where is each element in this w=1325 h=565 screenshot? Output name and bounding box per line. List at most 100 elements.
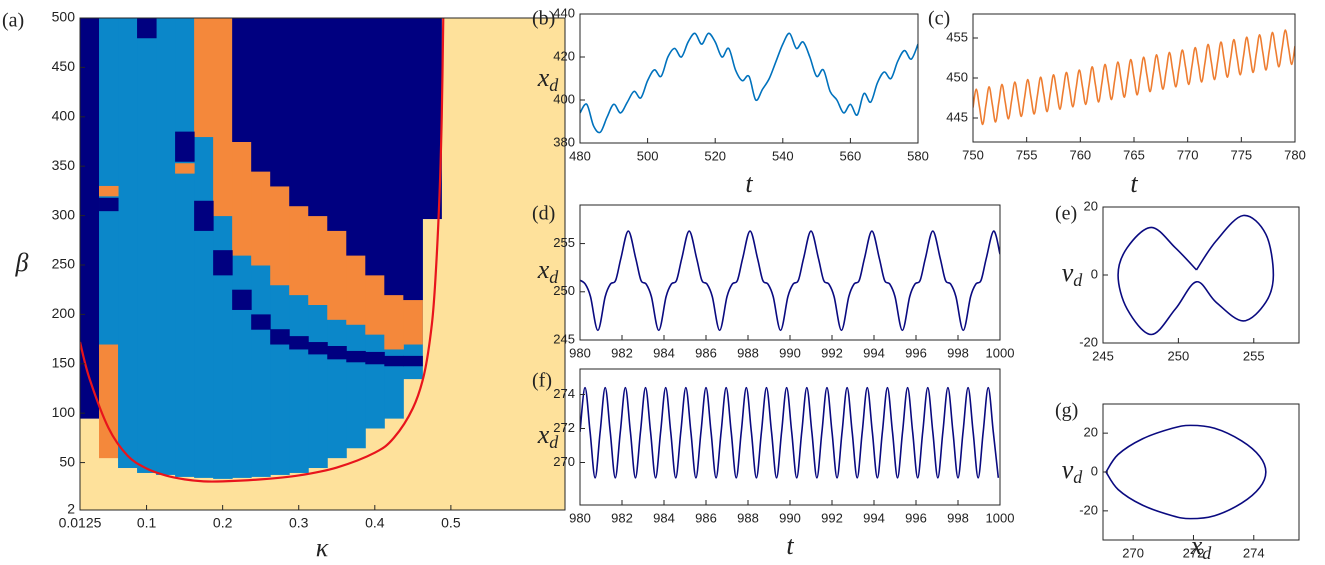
label-subscript: d [549, 432, 559, 452]
x-axis-label: κ [316, 533, 329, 562]
y-axis-label: vd [1062, 258, 1084, 290]
axes-box [579, 13, 919, 144]
x-tick-label: 0.2 [213, 515, 233, 531]
region [232, 289, 252, 310]
panel-label: (f) [532, 370, 552, 392]
region [213, 250, 233, 276]
panel-label: (c) [928, 8, 950, 30]
panel: 750 755 760 765 770 775 780 445 450 455(c) [928, 8, 1306, 163]
x-tick-label: 0.0125 [59, 515, 102, 531]
region [118, 18, 138, 469]
label-subscript: d [549, 75, 559, 95]
y-axis-label: xd [537, 420, 560, 452]
plot-area [80, 18, 565, 510]
x-tick-label: 780 [1284, 147, 1306, 162]
x-tick-label: 540 [772, 148, 794, 163]
region [194, 18, 214, 138]
y-tick-label: 350 [52, 157, 76, 173]
data-line [80, 18, 445, 483]
x-tick-label: 250 [1168, 348, 1190, 363]
label-main: x [1190, 531, 1203, 560]
y-tick-label: 250 [52, 256, 76, 272]
y-tick-label: -20 [1079, 502, 1098, 517]
x-tick-label: 996 [905, 345, 927, 360]
x-tick-label: 980 [569, 510, 591, 525]
y-tick-label: 450 [52, 58, 76, 74]
x-tick-label: 996 [905, 510, 927, 525]
panel: 245 250 255 -20 0 20 (e) [1055, 198, 1300, 363]
y-tick-label: 445 [946, 109, 968, 124]
region [175, 18, 195, 477]
region [308, 342, 328, 355]
region [327, 346, 347, 360]
plot-area [580, 32, 918, 134]
panel-label: (a) [2, 10, 24, 32]
y-tick-label: 20 [1084, 425, 1098, 440]
y-tick-label: 440 [553, 5, 575, 20]
region [289, 18, 309, 207]
y-axis-label: xd [537, 63, 560, 95]
x-tick-label: 982 [611, 345, 633, 360]
x-tick-label: 480 [569, 148, 591, 163]
region [365, 18, 385, 276]
region [384, 18, 404, 296]
panel: 270 272 274 -20 0 20 (g) [1055, 400, 1300, 560]
axes-box [1102, 206, 1300, 344]
region [403, 299, 423, 345]
label-main: x [537, 420, 550, 449]
y-tick-label: 400 [553, 91, 575, 106]
y-tick-label: 300 [52, 206, 76, 222]
region [251, 171, 271, 266]
data-line [1105, 424, 1267, 520]
panel: 0.0125 0.1 0.2 0.3 0.4 0.52501001502002503003… [2, 9, 566, 531]
region [422, 18, 442, 220]
plot-area [580, 230, 1000, 332]
region [365, 351, 385, 365]
panel: 480 500 520 540 560 580 380 400 420 440(b) [532, 5, 929, 163]
y-tick-label: 250 [553, 283, 575, 298]
y-tick-label: 100 [52, 404, 76, 420]
panel: 980 982 984 986 988 990 992 994 996 998 1000 245 250… [532, 203, 1014, 361]
region [194, 200, 214, 231]
x-tick-label: 990 [779, 510, 801, 525]
region [251, 314, 271, 330]
region [346, 255, 366, 325]
region [270, 18, 290, 187]
region [327, 18, 347, 231]
x-tick-label: 998 [947, 345, 969, 360]
region [346, 18, 366, 256]
x-tick-label: 984 [653, 345, 675, 360]
x-tick-label: 245 [1092, 348, 1114, 363]
label-main: κ [316, 533, 329, 562]
x-axis-label: t [1130, 169, 1138, 198]
x-tick-label: 272 [1183, 545, 1205, 560]
y-tick-label: 500 [52, 9, 76, 25]
axes-box [79, 17, 566, 511]
x-tick-label: 990 [779, 345, 801, 360]
region [270, 185, 290, 286]
region [384, 294, 404, 350]
y-axis-label: β [15, 248, 29, 277]
label-subscript: d [1202, 543, 1212, 563]
region [232, 18, 252, 142]
region [346, 350, 366, 363]
label-subscript: d [1073, 467, 1083, 487]
x-tick-label: 274 [1243, 545, 1265, 560]
x-tick-label: 580 [907, 148, 929, 163]
y-tick-label: 450 [946, 69, 968, 84]
x-axis-label: xd [1190, 531, 1213, 563]
region [175, 131, 195, 162]
x-tick-label: 1000 [986, 345, 1015, 360]
region [213, 18, 233, 217]
y-tick-label: 380 [553, 134, 575, 149]
plot-area [973, 29, 1295, 126]
x-tick-label: 984 [653, 510, 675, 525]
label-main: t [1130, 169, 1138, 198]
x-tick-label: 765 [1123, 147, 1145, 162]
y-tick-label: 245 [553, 331, 575, 346]
y-tick-label: 20 [1084, 198, 1098, 213]
region [365, 274, 385, 335]
panel-label: (e) [1055, 203, 1077, 225]
plot-area [580, 386, 1000, 479]
